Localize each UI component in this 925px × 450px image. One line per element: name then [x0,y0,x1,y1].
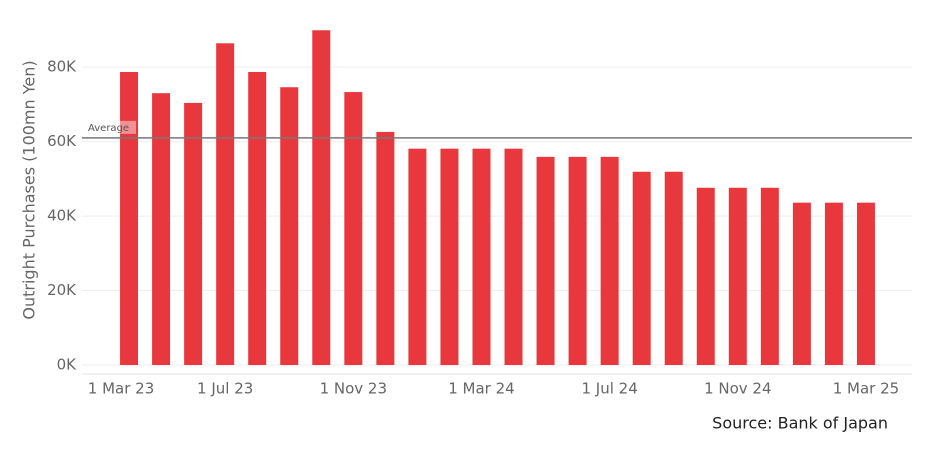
bar [568,156,587,365]
bar [760,187,779,365]
bar [248,71,267,366]
bar [152,93,171,365]
x-tick-label: 1 Mar 23 [88,380,154,398]
bar [184,102,203,365]
y-tick-label: 80K [47,58,77,76]
bar [216,43,235,365]
bar [664,171,683,365]
bar [536,156,555,365]
average-label: Average [88,123,129,134]
y-axis-label: Outright Purchases (100mn Yen) [20,60,39,319]
bar [504,148,523,365]
bar [408,148,427,365]
x-tick-label: 1 Mar 25 [833,380,899,398]
y-tick-label: 0K [57,356,78,374]
x-tick-label: 1 Nov 24 [704,380,771,398]
source: Source: Bank of Japan [712,414,888,433]
bar [824,202,843,365]
x-tick-label: 1 Nov 23 [320,380,387,398]
y-tick-label: 60K [47,132,77,150]
bar [280,87,299,365]
bar [120,71,139,366]
bar [376,131,395,365]
bar [632,171,651,365]
bar [856,202,875,365]
bar [312,30,331,365]
bar [728,187,747,365]
y-tick-label: 20K [47,281,77,299]
bar [600,156,619,365]
average-label-bg [85,120,136,134]
x-tick-label: 1 Jul 24 [582,380,638,398]
bar [440,148,459,365]
x-tick-label: 1 Jul 23 [197,380,253,398]
bar [696,187,715,365]
x-tick-label: 1 Mar 24 [448,380,514,398]
bar [792,202,811,365]
y-tick-label: 40K [47,207,77,225]
bar [472,148,491,365]
bar [344,92,363,366]
